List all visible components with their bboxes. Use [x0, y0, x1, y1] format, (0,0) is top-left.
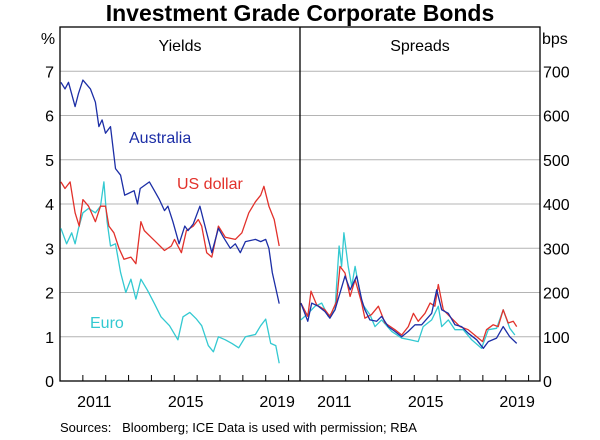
left-y-tick-label: 2 [45, 286, 54, 303]
left-y-tick-label: 6 [45, 109, 54, 126]
right-y-tick-label: 100 [543, 330, 570, 347]
right-y-tick-label: 300 [543, 241, 570, 258]
x-tick-label: 2015 [168, 394, 204, 411]
left-y-tick-label: 0 [45, 374, 54, 391]
left-y-tick-label: 3 [45, 241, 54, 258]
line-yields-euro [60, 181, 280, 364]
right-y-tick-label: 600 [543, 109, 570, 126]
line-yields-us-dollar [60, 181, 280, 265]
right-y-tick-label: 700 [543, 64, 570, 81]
right-y-tick-label: 500 [543, 153, 570, 170]
source-note: Sources: Bloomberg; ICE Data is used wit… [60, 420, 417, 435]
left-axis-unit: % [41, 31, 55, 48]
left-y-tick-label: 4 [45, 197, 54, 214]
line-spreads-australia [300, 275, 518, 349]
x-tick-label: 2011 [77, 394, 112, 411]
right-axis-unit: bps [542, 31, 568, 48]
x-tick-label: 2015 [408, 394, 444, 411]
chart-title: Investment Grade Corporate Bonds [106, 0, 495, 26]
left-y-tick-label: 7 [45, 64, 54, 81]
label-australia: Australia [129, 130, 191, 147]
right-y-tick-label: 0 [543, 374, 552, 391]
label-us-dollar: US dollar [177, 176, 243, 193]
line-yields-australia [60, 79, 280, 304]
label-euro: Euro [90, 315, 124, 332]
x-tick-label: 2011 [317, 394, 352, 411]
panel-title-yields: Yields [159, 38, 202, 55]
x-tick-label: 2019 [259, 394, 295, 411]
x-tick-label: 2019 [499, 394, 535, 411]
line-spreads-us-dollar [300, 265, 518, 343]
left-y-tick-label: 1 [45, 330, 54, 347]
right-y-tick-label: 400 [543, 197, 570, 214]
line-spreads-euro [300, 232, 516, 349]
right-y-tick-label: 200 [543, 286, 570, 303]
panel-title-spreads: Spreads [390, 38, 450, 55]
left-y-tick-label: 5 [45, 153, 54, 170]
